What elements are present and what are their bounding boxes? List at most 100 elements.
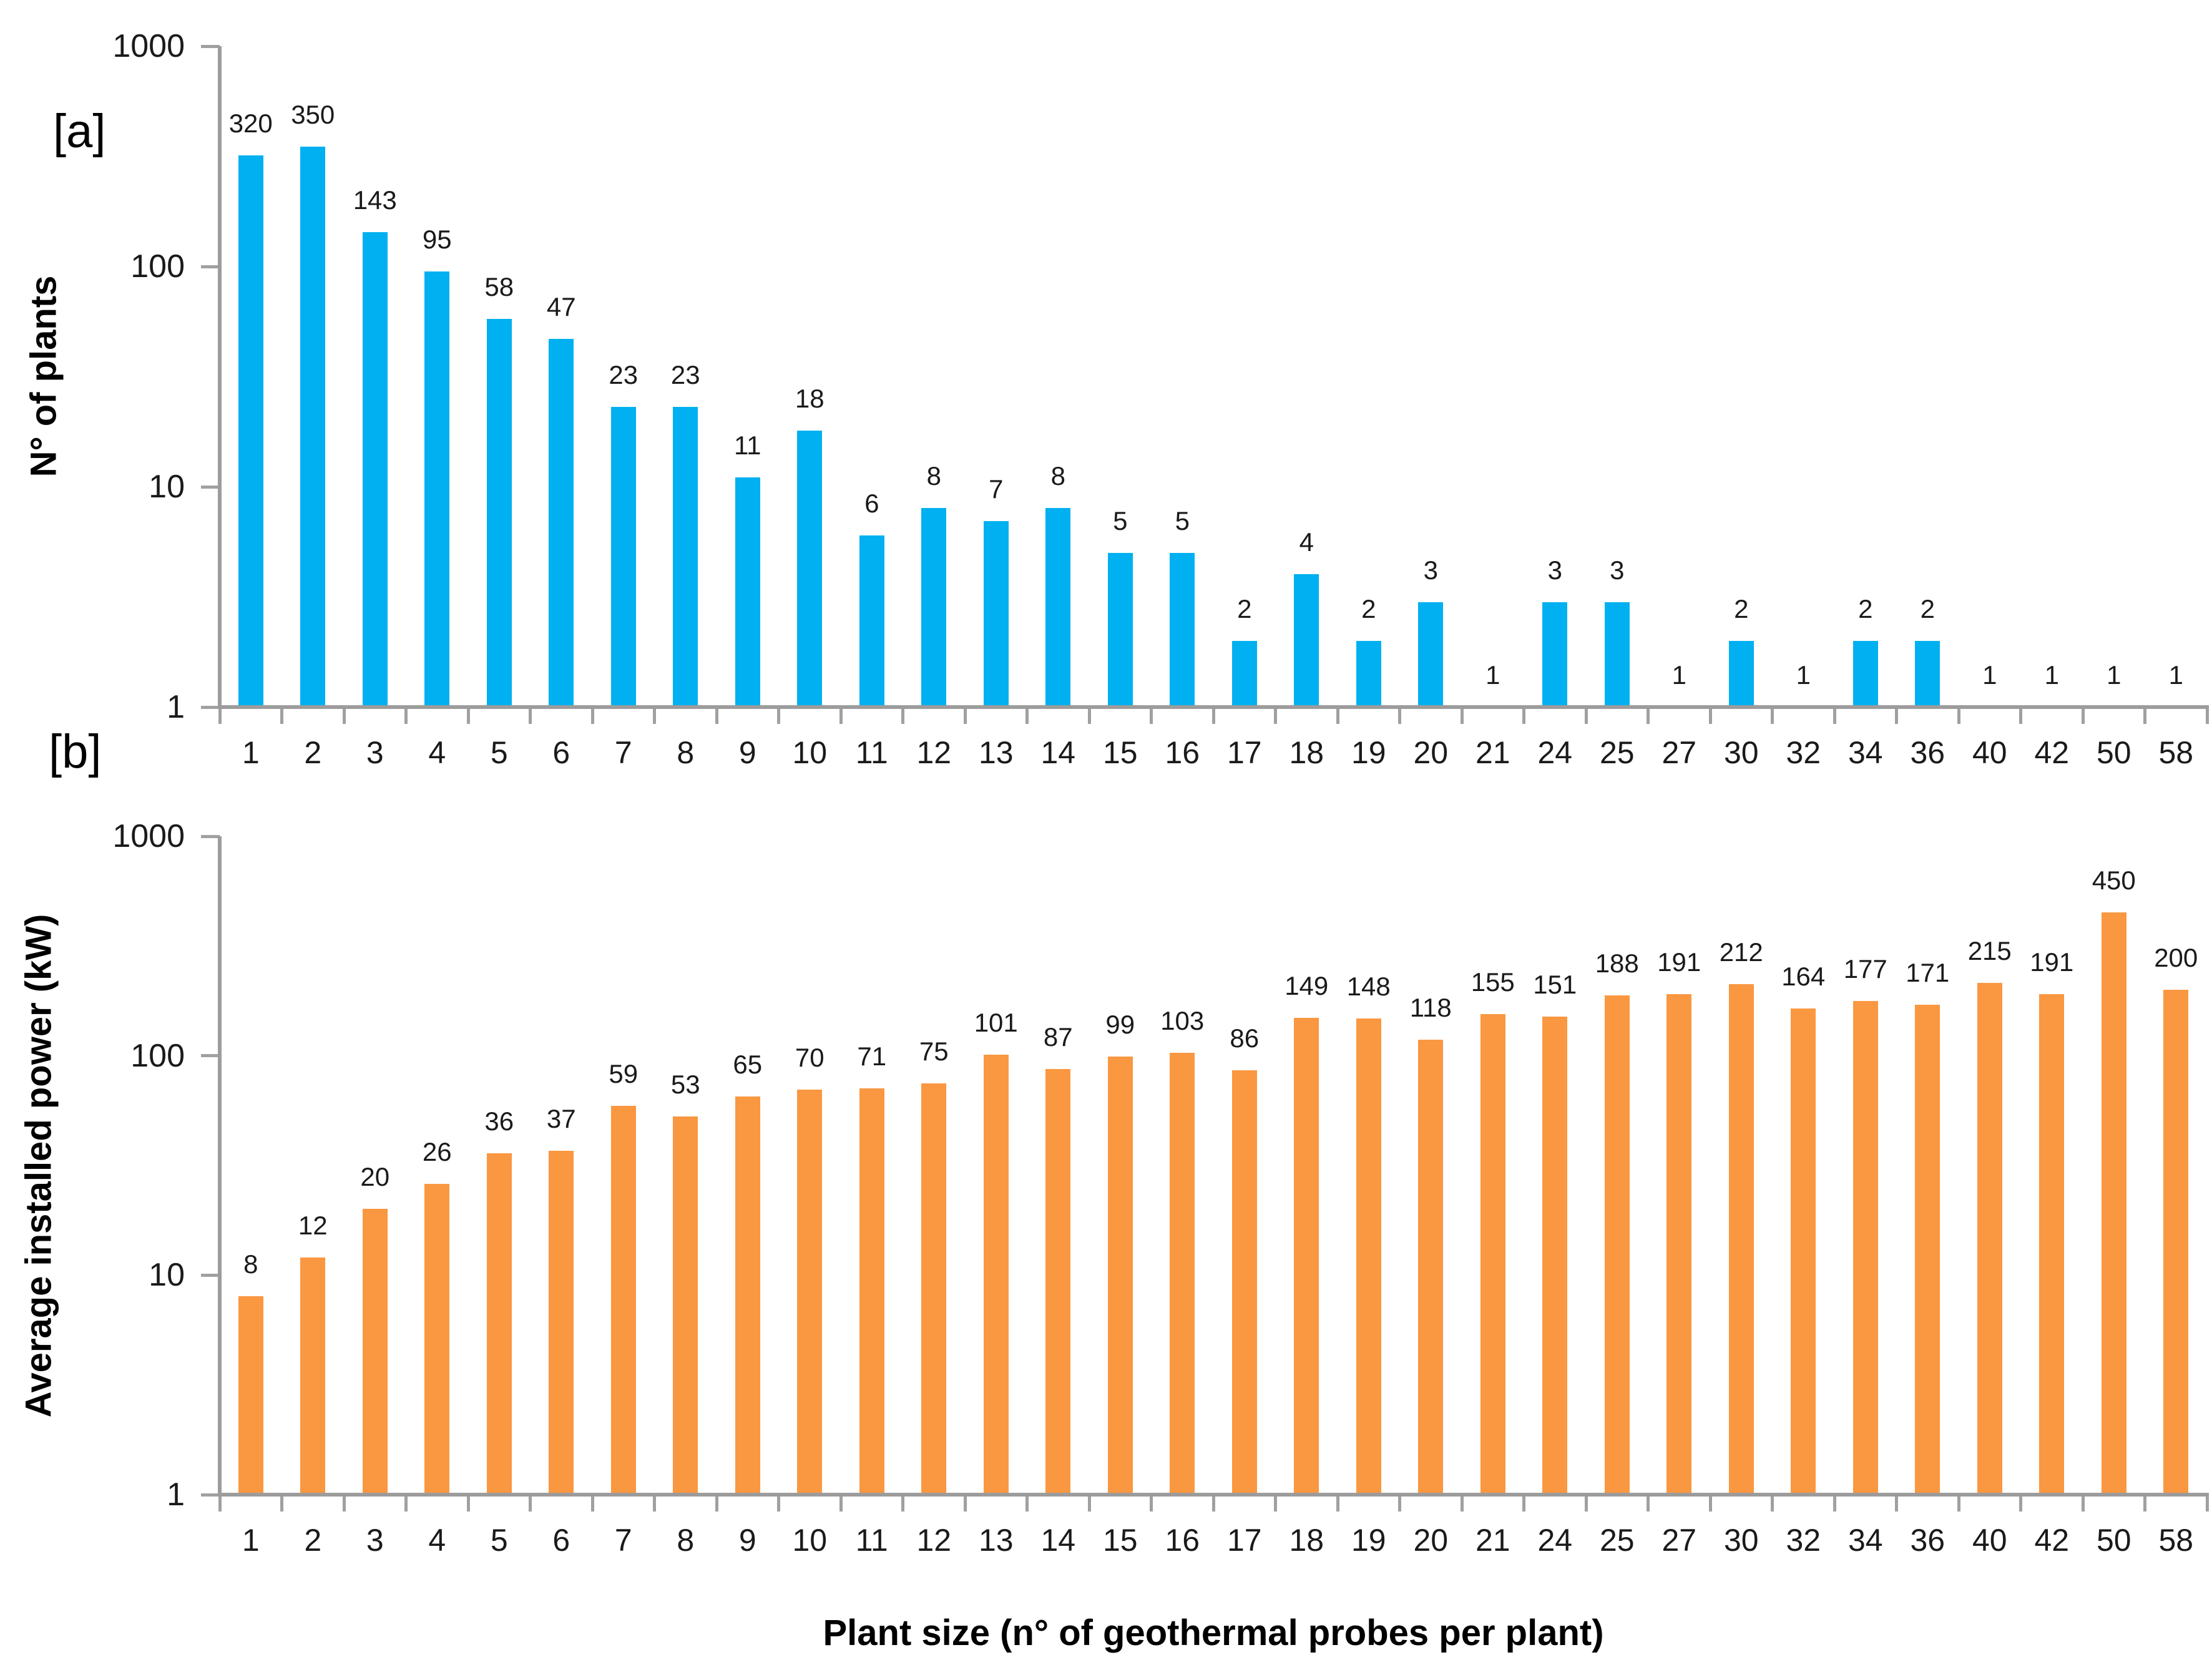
x-tick-label: 42 <box>2034 1523 2070 1558</box>
bar <box>1294 574 1319 707</box>
x-tick-label: 12 <box>916 735 952 770</box>
x-tick-label: 5 <box>490 735 508 770</box>
bar <box>549 1150 574 1495</box>
y-axis-tick <box>201 834 220 838</box>
bar-value-label: 37 <box>546 1103 576 1133</box>
bar-value-label: 191 <box>2030 947 2074 977</box>
x-axis-tick <box>1398 709 1401 724</box>
bar <box>673 407 698 707</box>
x-axis-title: Plant size (n° of geothermal probes per … <box>823 1613 1604 1653</box>
x-axis-tick <box>1833 1497 1836 1512</box>
x-axis-tick <box>1150 1497 1153 1512</box>
x-axis-tick <box>2205 709 2209 724</box>
y-tick-label: 1000 <box>112 28 185 64</box>
x-axis-tick <box>1771 709 1774 724</box>
x-tick-label: 24 <box>1537 1523 1573 1558</box>
bar <box>859 1088 884 1495</box>
bar-value-label: 36 <box>484 1106 514 1136</box>
x-axis-tick <box>1833 709 1836 724</box>
x-axis-tick <box>1647 1497 1650 1512</box>
x-axis-tick <box>715 709 718 724</box>
x-axis-tick <box>590 1497 594 1512</box>
y-tick-label: 100 <box>130 248 185 285</box>
y-tick-label: 1 <box>167 689 185 725</box>
bar <box>1356 640 1381 707</box>
x-axis-tick <box>1584 709 1588 724</box>
bar-value-label: 103 <box>1160 1006 1205 1036</box>
x-axis-tick <box>342 709 346 724</box>
x-tick-label: 32 <box>1786 1523 1821 1558</box>
x-tick-label: 1 <box>242 1523 260 1558</box>
x-tick-label: 58 <box>2158 1523 2194 1558</box>
bar <box>859 535 884 707</box>
x-tick-label: 27 <box>1661 735 1697 770</box>
bar <box>1604 995 1630 1495</box>
bar <box>797 430 823 707</box>
bar <box>300 1258 326 1495</box>
x-axis-tick <box>1274 709 1277 724</box>
x-tick-label: 4 <box>428 1523 446 1558</box>
x-axis-tick <box>2019 1497 2022 1512</box>
bar-value-label: 99 <box>1105 1010 1135 1040</box>
x-axis-tick <box>1211 1497 1215 1512</box>
bar-value-label: 3 <box>1423 555 1438 585</box>
x-axis-tick <box>2143 709 2146 724</box>
bar-value-label: 8 <box>926 461 941 491</box>
bar-value-label: 86 <box>1230 1023 1260 1053</box>
x-axis-tick <box>1957 709 1960 724</box>
bar-value-label: 95 <box>422 224 452 254</box>
bar-value-label: 151 <box>1533 969 1577 999</box>
x-tick-label: 18 <box>1289 735 1324 770</box>
bar <box>1480 1013 1505 1495</box>
y-axis-line <box>218 46 222 709</box>
bar-value-label: 4 <box>1299 527 1314 557</box>
bar-value-label: 2 <box>1361 593 1376 623</box>
y-axis-tick <box>201 485 220 489</box>
bar-value-label: 8 <box>1050 461 1065 491</box>
bar-value-label: 1 <box>1982 660 1997 690</box>
bar-value-label: 18 <box>795 383 825 413</box>
bar <box>238 155 263 707</box>
x-tick-label: 9 <box>738 735 756 770</box>
x-axis-tick <box>1398 1497 1401 1512</box>
bar-value-label: 1 <box>1796 660 1811 690</box>
bar <box>1045 508 1071 707</box>
bar <box>610 407 636 707</box>
x-axis-tick <box>963 709 967 724</box>
x-axis-line <box>218 705 2209 709</box>
x-axis-tick <box>777 709 780 724</box>
bar <box>549 338 574 707</box>
x-tick-label: 34 <box>1847 735 1883 770</box>
bar <box>2039 994 2065 1495</box>
bar-value-label: 118 <box>1409 993 1452 1023</box>
x-tick-label: 7 <box>614 735 632 770</box>
y-tick-label: 10 <box>149 469 185 505</box>
x-axis-tick <box>1336 709 1339 724</box>
bar-value-label: 143 <box>353 185 397 215</box>
bar-value-label: 23 <box>609 360 639 390</box>
x-axis-tick <box>2081 709 2085 724</box>
x-tick-label: 27 <box>1661 1523 1697 1558</box>
x-tick-label: 6 <box>552 735 570 770</box>
bar-value-label: 171 <box>1906 957 1950 987</box>
bar-value-label: 58 <box>484 271 514 301</box>
bar <box>362 232 388 707</box>
x-tick-label: 16 <box>1165 735 1200 770</box>
bar <box>1542 602 1568 707</box>
bar <box>1791 1008 1816 1495</box>
x-tick-label: 50 <box>2096 1523 2131 1558</box>
bar-value-label: 70 <box>795 1043 825 1073</box>
bar <box>983 1055 1009 1495</box>
x-tick-label: 8 <box>677 735 695 770</box>
bar-value-label: 7 <box>989 474 1004 504</box>
x-tick-label: 42 <box>2034 735 2070 770</box>
bar <box>735 477 760 707</box>
bar <box>921 1083 947 1495</box>
x-tick-label: 9 <box>738 1523 756 1558</box>
x-tick-label: 6 <box>552 1523 570 1558</box>
bar-value-label: 53 <box>670 1069 700 1099</box>
x-axis-tick <box>1647 709 1650 724</box>
x-tick-label: 36 <box>1910 735 1945 770</box>
x-axis-tick <box>1957 1497 1960 1512</box>
